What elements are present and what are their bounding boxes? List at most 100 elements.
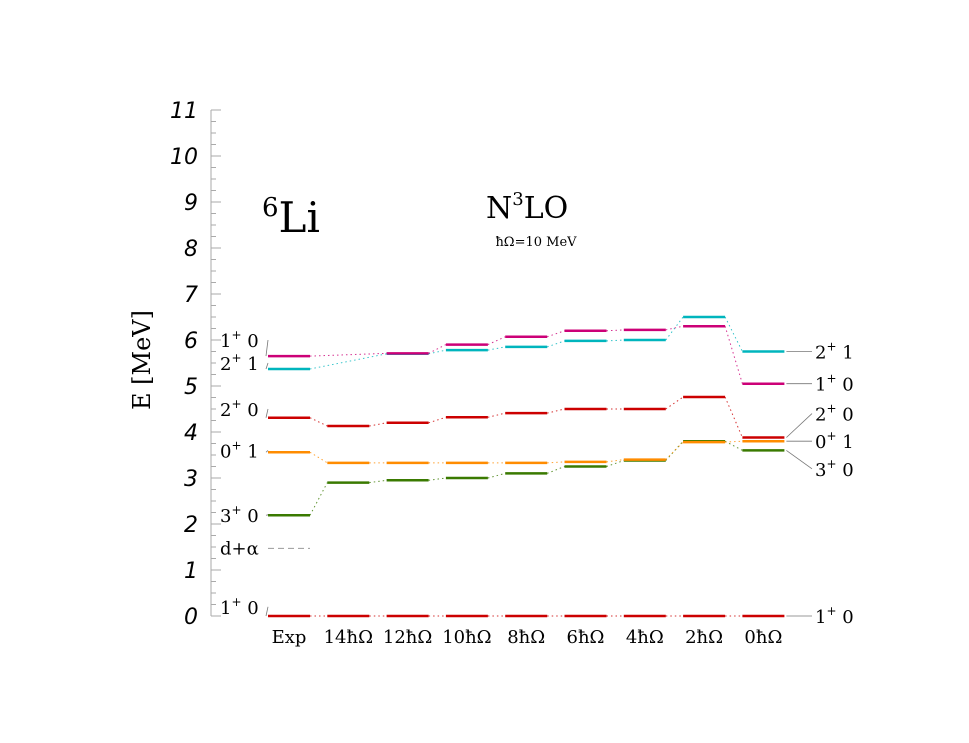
level-connector [309, 417, 328, 427]
y-tick-label: 11 [170, 99, 198, 124]
state-isospin: 1 [242, 441, 259, 462]
y-tick-label: 9 [184, 191, 198, 216]
state-spin: 1 [815, 375, 826, 396]
y-tick-label: 7 [184, 283, 198, 308]
level-connector [547, 461, 565, 464]
level-connector [665, 396, 684, 410]
level-connector [724, 326, 743, 384]
category-labels: Exp 14ħΩ 12ħΩ 10ħΩ 8ħΩ 6ħΩ 4ħΩ 2ħΩ 0ħΩ [272, 627, 783, 648]
level-connector [369, 479, 387, 484]
state-parity: + [231, 503, 241, 517]
level-connector [487, 336, 506, 346]
y-tick-label: 6 [184, 329, 198, 354]
level-connector [665, 440, 684, 461]
label-leader [786, 413, 813, 438]
state-isospin: 0 [242, 598, 259, 619]
level-connector [487, 412, 506, 418]
y-tick-label: 1 [184, 559, 198, 584]
y-tick-label: 5 [184, 375, 198, 400]
level-connector [547, 340, 565, 348]
state-isospin: 1 [242, 354, 259, 375]
state-label: 1+ 0 [815, 604, 854, 628]
state-label: 3+ 0 [220, 503, 259, 527]
level-connector [606, 459, 624, 463]
nucleus-symbol: Li [279, 193, 320, 242]
level-connector [428, 349, 447, 355]
state-label: 2+ 1 [815, 340, 854, 364]
state-parity: + [231, 351, 241, 365]
state-isospin: 1 [837, 432, 854, 453]
state-label: 2+ 0 [815, 402, 854, 426]
state-label: 0+ 1 [815, 429, 854, 453]
state-parity: + [826, 429, 836, 443]
left-state-labels: 1+ 03+ 00+ 12+ 02+ 11+ 0d+α [220, 328, 269, 619]
category-label: 2ħΩ [685, 627, 723, 648]
state-isospin: 0 [242, 506, 259, 527]
state-parity: + [826, 457, 836, 471]
state-spin: 2 [815, 343, 826, 364]
state-spin: 3 [815, 460, 826, 481]
level-connectors [309, 316, 743, 617]
nucleus-label: 6Li [262, 193, 320, 242]
state-parity: + [826, 340, 836, 354]
category-label: Exp [272, 627, 307, 648]
level-connector [309, 451, 328, 464]
state-isospin: 1 [837, 343, 854, 364]
level-connector [547, 330, 565, 338]
level-connector [487, 346, 506, 351]
state-spin: 2 [220, 400, 231, 421]
state-parity: + [231, 328, 241, 342]
level-connector [309, 353, 387, 370]
method-power: 3 [512, 189, 523, 210]
label-leader [265, 408, 269, 418]
state-label: 2+ 1 [220, 351, 259, 375]
level-connector [724, 440, 743, 451]
state-isospin: 0 [837, 375, 854, 396]
y-tick-label: 0 [184, 605, 198, 630]
level-connector [725, 440, 743, 443]
y-tick-label: 8 [184, 237, 198, 262]
level-connector [724, 396, 743, 438]
y-tick-label: 3 [184, 467, 198, 492]
level-connector [547, 408, 565, 414]
method-subtitle: ħΩ=10 MeV [495, 235, 577, 250]
state-parity: + [231, 438, 241, 452]
state-isospin: 0 [837, 460, 854, 481]
category-label: 8ħΩ [507, 627, 545, 648]
state-isospin: 0 [242, 331, 259, 352]
level-connector [665, 441, 684, 460]
state-isospin: 0 [242, 400, 259, 421]
level-connector [487, 472, 506, 479]
y-tick-label: 4 [184, 421, 198, 446]
level-connector [309, 352, 387, 357]
state-spin: 1 [220, 331, 231, 352]
y-tick-label: 2 [184, 513, 198, 538]
label-leader [265, 606, 269, 617]
level-connector [309, 482, 328, 516]
category-label: 0ħΩ [744, 627, 782, 648]
label-leader [786, 450, 813, 470]
level-connector [369, 422, 387, 427]
state-parity: + [826, 604, 836, 618]
level-connector [428, 477, 446, 481]
nucleus-mass: 6 [262, 193, 279, 223]
state-label: 1+ 0 [220, 595, 259, 619]
category-label: 12ħΩ [383, 627, 432, 648]
method-label: N3LO [486, 189, 568, 226]
state-isospin: 0 [837, 405, 854, 426]
level-connector [606, 329, 624, 332]
level-connector [665, 316, 684, 341]
y-tick-labels: 0 1 2 3 4 5 6 7 8 9 10 11 [170, 99, 198, 630]
state-isospin: 0 [837, 607, 854, 628]
level-connector [428, 416, 447, 424]
y-tick-label: 10 [170, 145, 198, 170]
category-label: 4ħΩ [626, 627, 664, 648]
state-parity: + [231, 595, 241, 609]
state-label: 2+ 0 [220, 397, 259, 421]
state-label: 1+ 0 [220, 328, 259, 352]
level-connector [606, 460, 624, 467]
state-spin: 2 [815, 405, 826, 426]
state-spin: 0 [220, 441, 231, 462]
state-parity: + [826, 402, 836, 416]
